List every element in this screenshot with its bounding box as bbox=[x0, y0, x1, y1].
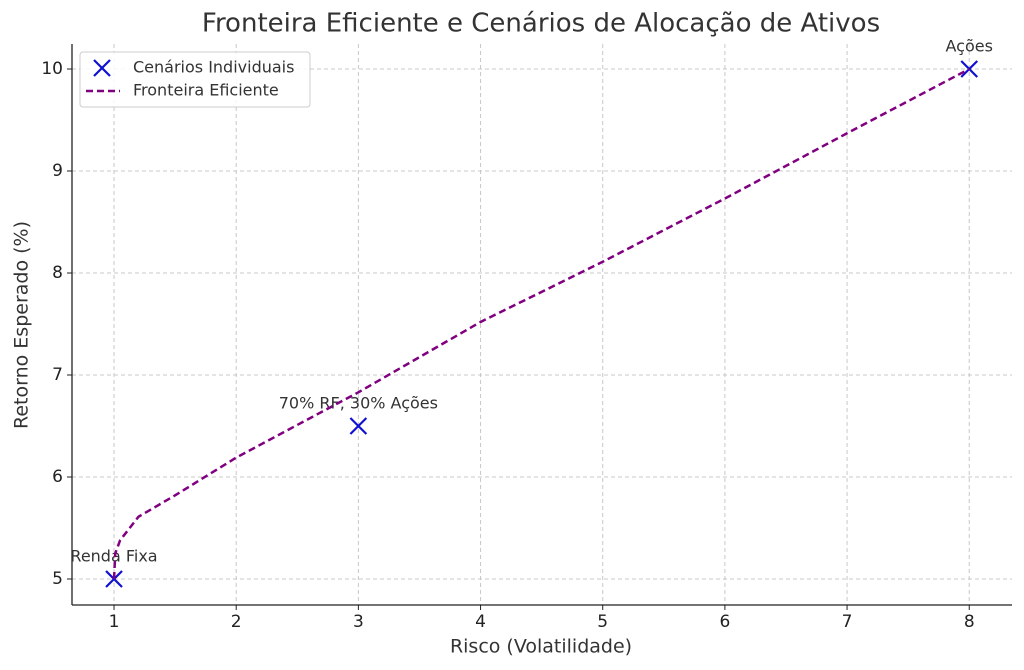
x-tick-label: 4 bbox=[475, 612, 486, 632]
legend-label: Cenários Individuais bbox=[133, 58, 294, 77]
x-tick-label: 6 bbox=[719, 612, 730, 632]
legend-box bbox=[79, 51, 311, 108]
x-tick-label: 2 bbox=[231, 612, 242, 632]
y-axis-label: Retorno Esperado (%) bbox=[11, 221, 33, 429]
x-tick-label: 8 bbox=[964, 612, 975, 632]
frontier-line bbox=[112, 67, 970, 580]
y-tick-label: 9 bbox=[52, 161, 63, 181]
point-label: 70% RF, 30% Ações bbox=[279, 393, 438, 412]
legend-label: Fronteira Eficiente bbox=[133, 81, 279, 100]
legend-marker bbox=[93, 59, 111, 77]
y-tick-label: 8 bbox=[52, 263, 63, 283]
x-axis-label: Risco (Volatilidade) bbox=[450, 636, 632, 658]
y-tick-label: 5 bbox=[52, 569, 63, 589]
x-tick-label: 7 bbox=[842, 612, 853, 632]
x-tick-label: 5 bbox=[597, 612, 608, 632]
y-tick-label: 10 bbox=[41, 59, 63, 79]
scatter-point bbox=[349, 417, 368, 435]
y-tick-label: 6 bbox=[52, 467, 63, 487]
point-label: Ações bbox=[946, 36, 993, 55]
chart-title: Fronteira Eficiente e Cenários de Alocaç… bbox=[202, 9, 880, 39]
x-tick-label: 3 bbox=[353, 612, 364, 632]
x-tick-label: 1 bbox=[109, 612, 120, 632]
y-tick-label: 7 bbox=[52, 365, 63, 385]
